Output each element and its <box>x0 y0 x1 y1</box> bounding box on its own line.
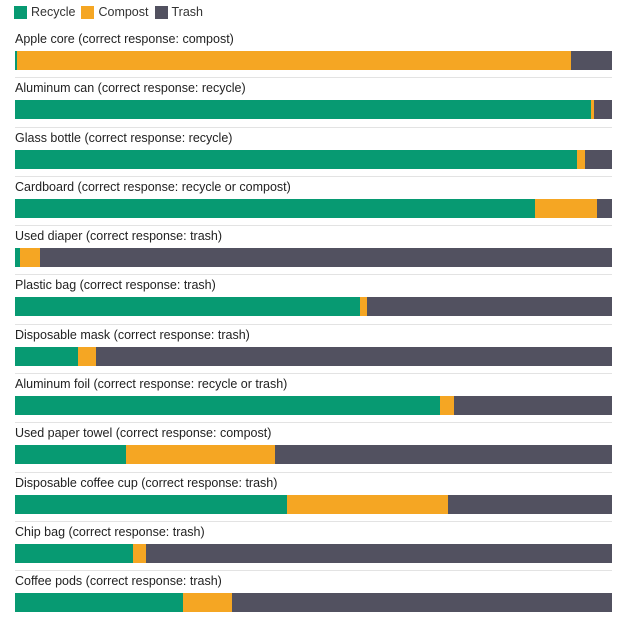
bar-segment-recycle <box>15 346 78 366</box>
chart-row: Coffee pods (correct response: trash) <box>15 570 612 619</box>
bar-segment-compost <box>126 445 275 465</box>
chart-rows: Apple core (correct response: compost) Al… <box>15 28 612 620</box>
legend-item-compost: Compost <box>81 5 149 19</box>
stacked-bar <box>15 100 612 120</box>
category-label: Used diaper (correct response: trash) <box>15 229 223 244</box>
category-label: Aluminum foil (correct response: recycle… <box>15 377 288 392</box>
row-divider <box>15 274 612 276</box>
legend-swatch-recycle <box>14 5 27 19</box>
stacked-bar <box>15 543 612 563</box>
category-label: Aluminum can (correct response: recycle) <box>15 81 246 96</box>
stacked-bar <box>15 346 612 366</box>
bar-segment-recycle <box>15 248 20 268</box>
bar-segment-compost <box>440 396 455 416</box>
chart-row: Plastic bag (correct response: trash) <box>15 274 612 323</box>
bar-segment-trash <box>454 396 612 416</box>
category-label: Apple core (correct response: compost) <box>15 32 234 46</box>
chart-row: Used diaper (correct response: trash) <box>15 225 612 274</box>
legend-item-trash: Trash <box>154 5 204 19</box>
legend-item-recycle: Recycle <box>14 5 75 19</box>
bar-segment-compost <box>534 198 598 218</box>
row-divider <box>15 422 612 424</box>
chart-row: Cardboard (correct response: recycle or … <box>15 175 612 225</box>
row-divider <box>15 323 612 325</box>
bar-segment-compost <box>16 51 571 70</box>
stacked-bar <box>15 51 612 70</box>
bar-segment-compost <box>591 100 595 120</box>
stacked-bar <box>15 248 612 268</box>
stacked-bar <box>15 396 612 416</box>
chart-row: Glass bottle (correct response: recycle) <box>15 126 612 176</box>
bar-segment-compost <box>287 494 449 514</box>
row-divider <box>15 77 612 79</box>
bar-segment-trash <box>40 248 612 268</box>
bar-segment-compost <box>576 149 586 169</box>
category-label: Disposable mask (correct response: trash… <box>15 327 250 342</box>
bar-segment-trash <box>448 494 612 514</box>
bar-segment-trash <box>145 543 612 563</box>
bar-segment-recycle <box>15 494 288 514</box>
bar-segment-compost <box>77 346 97 366</box>
bar-segment-trash <box>594 100 612 120</box>
category-label: Disposable coffee cup (correct response:… <box>15 475 278 490</box>
bar-segment-recycle <box>15 593 183 613</box>
chart-row: Used paper towel (correct response: comp… <box>15 422 612 471</box>
chart-row: Chip bag (correct response: trash) <box>15 520 612 570</box>
legend-label: Compost <box>98 5 149 19</box>
bar-segment-trash <box>231 593 612 613</box>
row-divider <box>15 373 612 375</box>
stacked-bar <box>15 494 612 514</box>
row-divider <box>15 126 612 128</box>
category-label: Glass bottle (correct response: recycle) <box>15 130 233 145</box>
category-label: Cardboard (correct response: recycle or … <box>15 179 291 194</box>
bar-segment-recycle <box>15 297 361 317</box>
row-divider <box>15 471 612 473</box>
bar-segment-trash <box>366 297 612 317</box>
stacked-bar <box>15 297 612 317</box>
chart-row: Disposable coffee cup (correct response:… <box>15 471 612 521</box>
legend-swatch-trash <box>154 5 168 19</box>
chart-row: Apple core (correct response: compost) <box>15 28 612 77</box>
bar-segment-compost <box>19 248 41 268</box>
bar-segment-trash <box>570 51 612 70</box>
bar-segment-trash <box>597 198 612 218</box>
legend-swatch-compost <box>81 5 95 19</box>
legend: Recycle Compost Trash <box>14 4 209 20</box>
chart-row: Disposable mask (correct response: trash… <box>15 323 612 373</box>
legend-label: Recycle <box>31 5 76 19</box>
chart-row: Aluminum foil (correct response: recycle… <box>15 373 612 422</box>
category-label: Plastic bag (correct response: trash) <box>15 278 216 293</box>
bar-segment-trash <box>274 445 612 465</box>
row-divider <box>15 175 612 177</box>
bar-segment-compost <box>133 543 146 563</box>
bar-segment-recycle <box>15 445 127 465</box>
stacked-bar <box>15 445 612 465</box>
bar-segment-compost <box>360 297 367 317</box>
bar-segment-trash <box>96 346 612 366</box>
row-divider <box>15 225 612 227</box>
bar-segment-recycle <box>15 543 134 563</box>
stacked-bar <box>15 593 612 613</box>
row-divider <box>15 570 612 572</box>
category-label: Coffee pods (correct response: trash) <box>15 574 222 589</box>
stacked-bar <box>15 149 612 169</box>
category-label: Used paper towel (correct response: comp… <box>15 426 272 441</box>
bar-segment-recycle <box>15 51 17 70</box>
row-divider <box>15 520 612 522</box>
chart-row: Aluminum can (correct response: recycle) <box>15 77 612 126</box>
bar-segment-recycle <box>15 198 535 218</box>
bar-segment-compost <box>182 593 232 613</box>
bar-segment-recycle <box>15 396 441 416</box>
bar-segment-recycle <box>15 100 592 120</box>
stacked-bar <box>15 198 612 218</box>
legend-label: Trash <box>171 5 204 19</box>
bar-segment-recycle <box>15 149 577 169</box>
bar-segment-trash <box>585 149 612 169</box>
category-label: Chip bag (correct response: trash) <box>15 524 205 539</box>
